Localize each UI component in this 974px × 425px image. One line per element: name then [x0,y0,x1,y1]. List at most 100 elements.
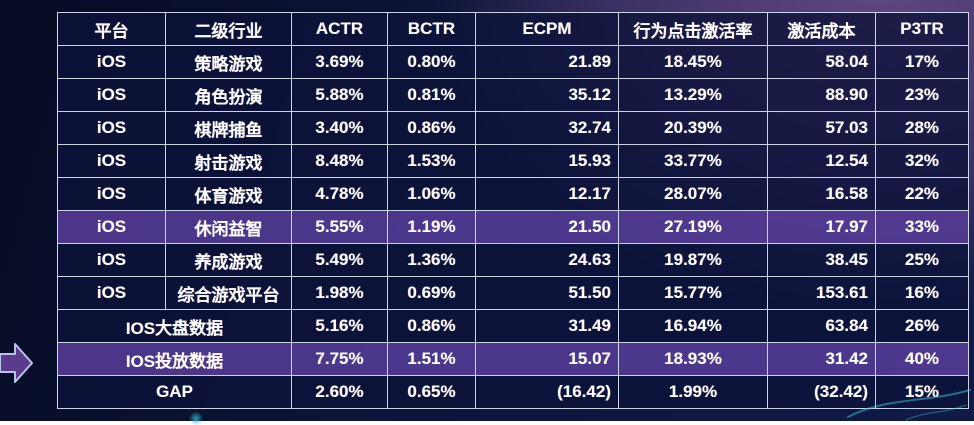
cell-ecpm: (16.42) [475,375,619,409]
cell-rate: 27.19% [618,210,768,244]
cell-industry: 策略游戏 [165,45,292,79]
column-header-bctr: BCTR [387,12,476,46]
cell-actr: 5.49% [291,243,388,277]
cell-actr: 2.60% [291,375,388,409]
cell-rate: 18.93% [618,342,768,376]
cell-ecpm: 51.50 [475,276,619,310]
cell-bctr: 1.53% [387,144,476,178]
cell-rate: 20.39% [618,111,768,145]
cell-ecpm: 15.07 [475,342,619,376]
cell-ecpm: 24.63 [475,243,619,277]
cell-rate: 28.07% [618,177,768,211]
cell-actr: 5.55% [291,210,388,244]
cell-bctr: 0.81% [387,78,476,112]
cell-p3tr: 32% [875,144,969,178]
cell-industry: 射击游戏 [165,144,292,178]
header-row: 平台 二级行业 ACTR BCTR ECPM 行为点击激活率 激活成本 P3TR [57,12,969,46]
cell-bctr: 0.86% [387,309,476,343]
column-header-cost: 激活成本 [767,12,876,46]
swoosh-line-2 [905,404,967,421]
table-row: iOS 射击游戏 8.48% 1.53% 15.93 33.77% 12.54 32% [57,144,969,178]
cell-p3tr: 28% [875,111,969,145]
table-row: iOS 养成游戏 5.49% 1.36% 24.63 19.87% 38.45 25% [57,243,969,277]
cell-cost: 88.90 [767,78,876,112]
cell-cost: 38.45 [767,243,876,277]
cell-p3tr: 23% [875,78,969,112]
cell-p3tr: 26% [875,309,969,343]
cell-industry: 综合游戏平台 [165,276,292,310]
cell-rate: 18.45% [618,45,768,79]
right-arrow-shape [0,343,33,383]
cell-actr: 8.48% [291,144,388,178]
cell-actr: 4.78% [291,177,388,211]
cell-cost: (32.42) [767,375,876,409]
cell-platform: iOS [57,78,166,112]
teal-glow-dot [188,412,204,425]
cell-actr: 7.75% [291,342,388,376]
summary-row: IOS投放数据 7.75% 1.51% 15.07 18.93% 31.42 40% [57,342,969,376]
summary-row: IOS大盘数据 5.16% 0.86% 31.49 16.94% 63.84 26% [57,309,969,343]
cell-ecpm: 32.74 [475,111,619,145]
metrics-table: 平台 二级行业 ACTR BCTR ECPM 行为点击激活率 激活成本 P3TR iOS 策略游… [57,12,969,409]
table-row: iOS 角色扮演 5.88% 0.81% 35.12 13.29% 88.90 23% [57,78,969,112]
cell-industry: 休闲益智 [165,210,292,244]
summary-row-label: GAP [57,375,292,409]
cell-cost: 31.42 [767,342,876,376]
cell-platform: iOS [57,276,166,310]
table-row: iOS 综合游戏平台 1.98% 0.69% 51.50 15.77% 153.61 16% [57,276,969,310]
cell-ecpm: 12.17 [475,177,619,211]
cell-cost: 153.61 [767,276,876,310]
table-header: 平台 二级行业 ACTR BCTR ECPM 行为点击激活率 激活成本 P3TR [57,12,969,46]
swoosh-line-1 [847,389,971,418]
cell-platform: iOS [57,144,166,178]
column-header-ecpm: ECPM [475,12,619,46]
table-row: iOS 体育游戏 4.78% 1.06% 12.17 28.07% 16.58 22% [57,177,969,211]
cell-platform: iOS [57,210,166,244]
cell-p3tr: 22% [875,177,969,211]
cell-bctr: 1.51% [387,342,476,376]
cell-platform: iOS [57,45,166,79]
cell-bctr: 0.86% [387,111,476,145]
cell-platform: iOS [57,243,166,277]
column-header-actr: ACTR [291,12,388,46]
cell-rate: 16.94% [618,309,768,343]
cell-ecpm: 31.49 [475,309,619,343]
cell-cost: 12.54 [767,144,876,178]
cell-bctr: 1.06% [387,177,476,211]
cell-p3tr: 40% [875,342,969,376]
table-body: iOS 策略游戏 3.69% 0.80% 21.89 18.45% 58.04 17% iOS 角… [57,45,969,409]
summary-row-label: IOS投放数据 [57,342,292,376]
cell-cost: 63.84 [767,309,876,343]
cell-bctr: 1.36% [387,243,476,277]
cell-ecpm: 15.93 [475,144,619,178]
column-header-p3tr: P3TR [875,12,969,46]
cell-bctr: 1.19% [387,210,476,244]
table-row: iOS 策略游戏 3.69% 0.80% 21.89 18.45% 58.04 17% [57,45,969,79]
cell-rate: 13.29% [618,78,768,112]
cell-actr: 3.69% [291,45,388,79]
cell-ecpm: 21.50 [475,210,619,244]
cell-bctr: 0.80% [387,45,476,79]
teal-swoosh-decoration [847,389,971,421]
cell-cost: 58.04 [767,45,876,79]
right-arrow-icon [0,343,33,383]
cell-bctr: 0.65% [387,375,476,409]
cell-p3tr: 25% [875,243,969,277]
cell-actr: 5.16% [291,309,388,343]
cell-platform: iOS [57,111,166,145]
cell-platform: iOS [57,177,166,211]
cell-rate: 19.87% [618,243,768,277]
cell-p3tr: 16% [875,276,969,310]
cell-cost: 16.58 [767,177,876,211]
cell-bctr: 0.69% [387,276,476,310]
summary-row: GAP 2.60% 0.65% (16.42) 1.99% (32.42) 15% [57,375,969,409]
cell-actr: 1.98% [291,276,388,310]
cell-rate: 33.77% [618,144,768,178]
cell-actr: 3.40% [291,111,388,145]
cell-industry: 体育游戏 [165,177,292,211]
column-header-platform: 平台 [57,12,166,46]
column-header-industry: 二级行业 [165,12,292,46]
cell-p3tr: 33% [875,210,969,244]
cell-rate: 1.99% [618,375,768,409]
